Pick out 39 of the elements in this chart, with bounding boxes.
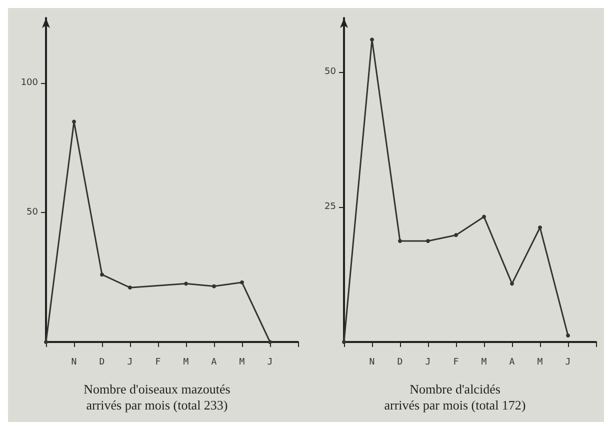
- x-tick-label: M: [481, 358, 488, 368]
- point: [184, 282, 188, 286]
- point: [342, 340, 346, 344]
- x-tick-label: N: [71, 358, 77, 368]
- text: Nombre d'alcidés arrivés par mois (total 172): [384, 382, 526, 412]
- x-tick-label: F: [453, 358, 459, 368]
- point: [482, 214, 486, 219]
- x-tick-label: J: [127, 358, 133, 368]
- point: [398, 239, 402, 244]
- point: [72, 120, 76, 124]
- x-tick-label: D: [397, 358, 403, 368]
- text: Nombre d'oiseaux mazoutés arrivés par mois (total 233): [84, 382, 230, 412]
- point: [44, 340, 48, 344]
- y-tick-label: 50: [324, 67, 336, 77]
- y-tick-label: 25: [324, 202, 336, 212]
- point: [240, 280, 244, 284]
- point: [454, 233, 458, 238]
- point: [538, 226, 542, 230]
- x-tick-label: M: [537, 358, 544, 368]
- x-tick-label: D: [99, 358, 105, 368]
- point: [100, 272, 104, 277]
- x-tick-label: A: [211, 358, 218, 368]
- point: [268, 340, 272, 344]
- point: [212, 284, 216, 288]
- y-tick-label: 100: [20, 78, 38, 88]
- x-tick-label: F: [155, 358, 161, 368]
- x-tick-label: M: [183, 358, 190, 368]
- y-tick-label: 50: [26, 207, 38, 218]
- point: [426, 239, 430, 244]
- point: [510, 282, 514, 286]
- x-tick-label: M: [239, 358, 246, 368]
- point: [566, 334, 570, 338]
- x-tick-label: J: [267, 358, 273, 368]
- point: [128, 286, 132, 290]
- x-tick-label: N: [369, 358, 375, 368]
- x-tick-label: A: [509, 358, 516, 368]
- x-tick-label: J: [425, 358, 431, 368]
- point: [370, 38, 374, 42]
- x-tick-label: J: [565, 358, 571, 368]
